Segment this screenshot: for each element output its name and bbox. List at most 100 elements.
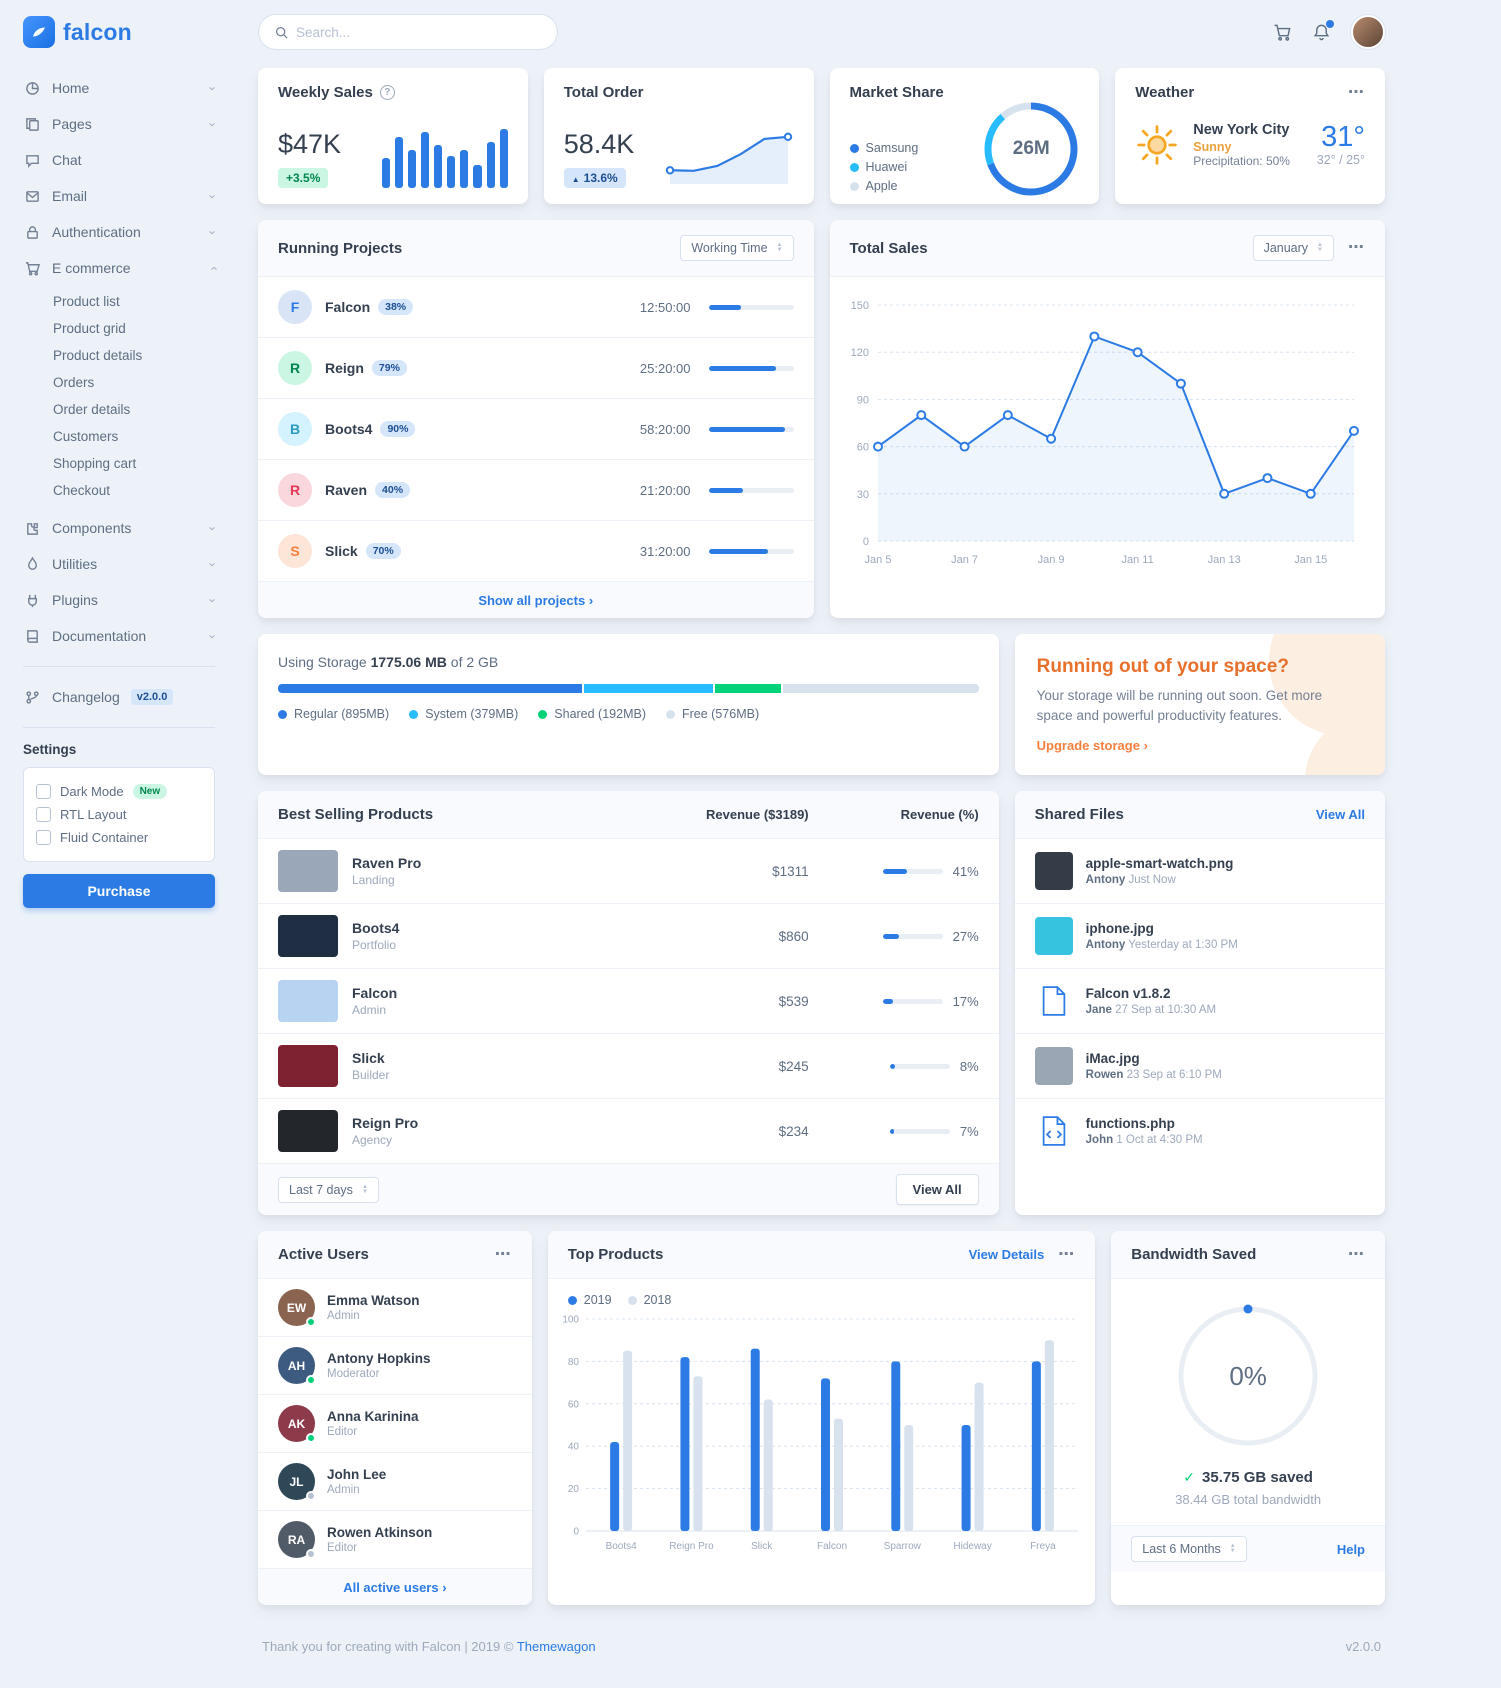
sidebar-item-utilities[interactable]: Utilities: [23, 546, 215, 582]
view-all-files-link[interactable]: View All: [1315, 807, 1365, 823]
market-share-chart: 26M: [983, 101, 1079, 197]
all-active-users-link[interactable]: All active users: [343, 1580, 446, 1595]
product-name[interactable]: Slick: [352, 1050, 385, 1067]
project-name[interactable]: Slick: [325, 543, 358, 559]
status-badge: [306, 1433, 316, 1444]
storage-legend: Regular (895MB) System (379MB) Shared (1…: [278, 707, 979, 721]
sidebar-item-email[interactable]: Email: [23, 178, 215, 214]
themewagon-link[interactable]: Themewagon: [516, 1639, 596, 1655]
card-menu-button[interactable]: [1058, 1247, 1075, 1263]
card-title: Best Selling Products: [278, 806, 434, 824]
product-thumbnail: [278, 980, 338, 1023]
sidebar-item-changelog[interactable]: Changelog v2.0.0: [23, 679, 215, 715]
svg-text:80: 80: [568, 1357, 580, 1368]
fluid-container-toggle[interactable]: Fluid Container: [36, 826, 202, 849]
cart-button[interactable]: [1273, 23, 1292, 42]
code-branch-icon: [23, 690, 41, 705]
user-name[interactable]: Anna Karinina: [327, 1409, 419, 1425]
chevron-down-icon: [211, 593, 215, 608]
legend-dot: [849, 181, 859, 191]
bandwidth-card: Bandwidth Saved 0% 35.75 GB saved 38.44 …: [1111, 1231, 1385, 1606]
list-item: functions.php John 1 Oct at 4:30 PM: [1015, 1099, 1385, 1163]
revenue-percent-column-header: Revenue (%): [900, 807, 979, 823]
sidebar-item-components[interactable]: Components: [23, 510, 215, 546]
file-name[interactable]: apple-smart-watch.png: [1085, 856, 1234, 872]
project-name[interactable]: Raven: [325, 482, 368, 498]
product-name[interactable]: Raven Pro: [352, 855, 422, 872]
card-menu-button[interactable]: [1348, 240, 1365, 256]
market-share-legend: Samsung Huawei Apple: [849, 141, 918, 197]
file-name[interactable]: iMac.jpg: [1085, 1051, 1140, 1067]
sidebar-item-orders[interactable]: Orders: [53, 375, 95, 390]
sidebar-item-order-details[interactable]: Order details: [53, 402, 131, 417]
notifications-button[interactable]: [1312, 19, 1334, 42]
help-link[interactable]: Help: [1336, 1541, 1365, 1557]
sidebar-item-product-grid[interactable]: Product grid: [53, 321, 126, 336]
sidebar-item-shopping-cart[interactable]: Shopping cart: [53, 456, 137, 471]
project-name[interactable]: Reign: [325, 360, 364, 376]
list-item: EW Emma Watson Admin: [258, 1279, 532, 1338]
weekly-sales-value: $47K: [278, 129, 342, 159]
list-item: iphone.jpg Antony Yesterday at 1:30 PM: [1014, 904, 1385, 970]
sidebar-item-authentication[interactable]: Authentication: [23, 214, 215, 250]
table-row: Slick Builder $245 8%: [258, 1034, 999, 1100]
project-name[interactable]: Boots4: [325, 421, 373, 437]
purchase-button[interactable]: Purchase: [23, 874, 215, 908]
sidebar-item-checkout[interactable]: Checkout: [53, 483, 111, 498]
user-name[interactable]: Antony Hopkins: [327, 1351, 431, 1367]
sidebar-item-product-details[interactable]: Product details: [53, 348, 143, 363]
bandwidth-chart: 0%: [1173, 1301, 1323, 1451]
user-name[interactable]: Rowen Atkinson: [327, 1525, 433, 1541]
nav-label: Pages: [52, 116, 92, 132]
product-name[interactable]: Reign Pro: [352, 1115, 419, 1132]
space-body: Your storage will be running out soon. G…: [1036, 688, 1323, 723]
file-name[interactable]: iphone.jpg: [1085, 921, 1154, 937]
dark-mode-toggle[interactable]: Dark Mode New: [36, 780, 202, 803]
sidebar-item-plugins[interactable]: Plugins: [23, 582, 215, 618]
card-menu-button[interactable]: [495, 1247, 512, 1263]
product-name[interactable]: Boots4: [352, 920, 400, 937]
show-all-projects-link[interactable]: Show all projects: [478, 593, 593, 608]
working-time-select[interactable]: Working Time: [680, 235, 794, 261]
file-time: Just Now: [1128, 874, 1176, 887]
month-select[interactable]: January: [1252, 235, 1334, 261]
chevron-down-icon: [211, 117, 215, 132]
brand-logo[interactable]: falcon: [23, 16, 215, 48]
total-order-value: 58.4K: [563, 129, 635, 159]
search-box[interactable]: [258, 14, 558, 50]
file-name[interactable]: Falcon v1.8.2: [1085, 986, 1171, 1002]
sidebar-item-chat[interactable]: Chat: [23, 142, 215, 178]
search-input[interactable]: [296, 24, 541, 40]
view-all-button[interactable]: View All: [895, 1174, 979, 1206]
weather-condition: Sunny: [1193, 139, 1232, 154]
view-details-link[interactable]: View Details: [968, 1247, 1045, 1263]
rtl-layout-toggle[interactable]: RTL Layout: [36, 803, 202, 826]
card-menu-button[interactable]: [1348, 1247, 1365, 1263]
sidebar-item-customers[interactable]: Customers: [53, 429, 119, 444]
upgrade-storage-link[interactable]: Upgrade storage: [1037, 738, 1148, 753]
sidebar-item-pages[interactable]: Pages: [23, 106, 215, 142]
project-avatar: S: [278, 534, 312, 568]
card-menu-button[interactable]: [1348, 85, 1365, 101]
product-name[interactable]: Falcon: [352, 985, 398, 1002]
revenue-percent: 27%: [952, 928, 979, 944]
last-7-days-select[interactable]: Last 7 days: [278, 1176, 379, 1203]
running-projects-card: Running Projects Working Time F Falcon 3…: [258, 220, 814, 618]
sidebar-item-product-list[interactable]: Product list: [53, 294, 120, 309]
sidebar-item-documentation[interactable]: Documentation: [23, 618, 215, 654]
project-name[interactable]: Falcon: [325, 299, 371, 315]
sidebar-item-ecommerce[interactable]: E commerce: [23, 250, 215, 286]
avatar: EW: [278, 1289, 316, 1328]
last-6-months-select[interactable]: Last 6 Months: [1131, 1536, 1247, 1563]
user-name[interactable]: John Lee: [327, 1467, 387, 1483]
user-role: Admin: [327, 1484, 360, 1497]
project-percent-badge: 70%: [365, 543, 401, 559]
user-avatar[interactable]: [1351, 15, 1385, 49]
file-name[interactable]: functions.php: [1085, 1116, 1175, 1132]
weekly-sales-chart: [381, 122, 508, 188]
settings-heading: Settings: [23, 742, 77, 757]
total-sales-card: Total Sales January 0 30 60 90 120 150 Jan 5 Ja…: [829, 220, 1385, 618]
help-icon[interactable]: [379, 85, 395, 100]
sidebar-item-home[interactable]: Home: [23, 70, 215, 106]
user-name[interactable]: Emma Watson: [327, 1293, 420, 1309]
